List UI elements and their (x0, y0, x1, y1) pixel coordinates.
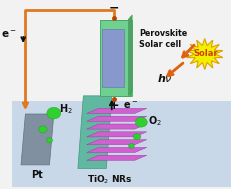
Text: Perovskite
Solar cell: Perovskite Solar cell (139, 29, 187, 49)
Circle shape (47, 107, 61, 119)
Text: TiO$_2$ NRs: TiO$_2$ NRs (87, 174, 132, 187)
Polygon shape (78, 96, 112, 169)
Circle shape (135, 117, 147, 127)
Polygon shape (187, 39, 223, 70)
Bar (100, 19, 128, 96)
Text: h$\nu$: h$\nu$ (158, 72, 173, 84)
Text: e$^-$: e$^-$ (123, 100, 138, 111)
Circle shape (129, 143, 134, 148)
Text: −: − (109, 2, 119, 15)
Bar (100, 19, 128, 96)
Bar (103, 19, 132, 96)
Text: Pt: Pt (32, 170, 43, 180)
Polygon shape (87, 147, 147, 153)
Text: Solar: Solar (194, 49, 218, 58)
Polygon shape (87, 108, 147, 113)
Polygon shape (87, 155, 147, 160)
Polygon shape (87, 116, 147, 121)
Polygon shape (128, 15, 132, 96)
Polygon shape (87, 124, 147, 129)
Polygon shape (87, 132, 147, 137)
Bar (101, 19, 130, 96)
Polygon shape (21, 114, 54, 165)
Text: e$^-$: e$^-$ (1, 29, 17, 40)
Bar (12, 101, 231, 187)
Circle shape (39, 126, 47, 133)
Text: +: + (109, 99, 119, 112)
Text: O$_2$: O$_2$ (148, 114, 162, 128)
Bar (12, 5, 231, 101)
Circle shape (133, 134, 141, 140)
Bar (102, 29, 124, 87)
Text: H$_2$: H$_2$ (59, 103, 73, 116)
Circle shape (46, 138, 52, 143)
Polygon shape (87, 140, 147, 145)
